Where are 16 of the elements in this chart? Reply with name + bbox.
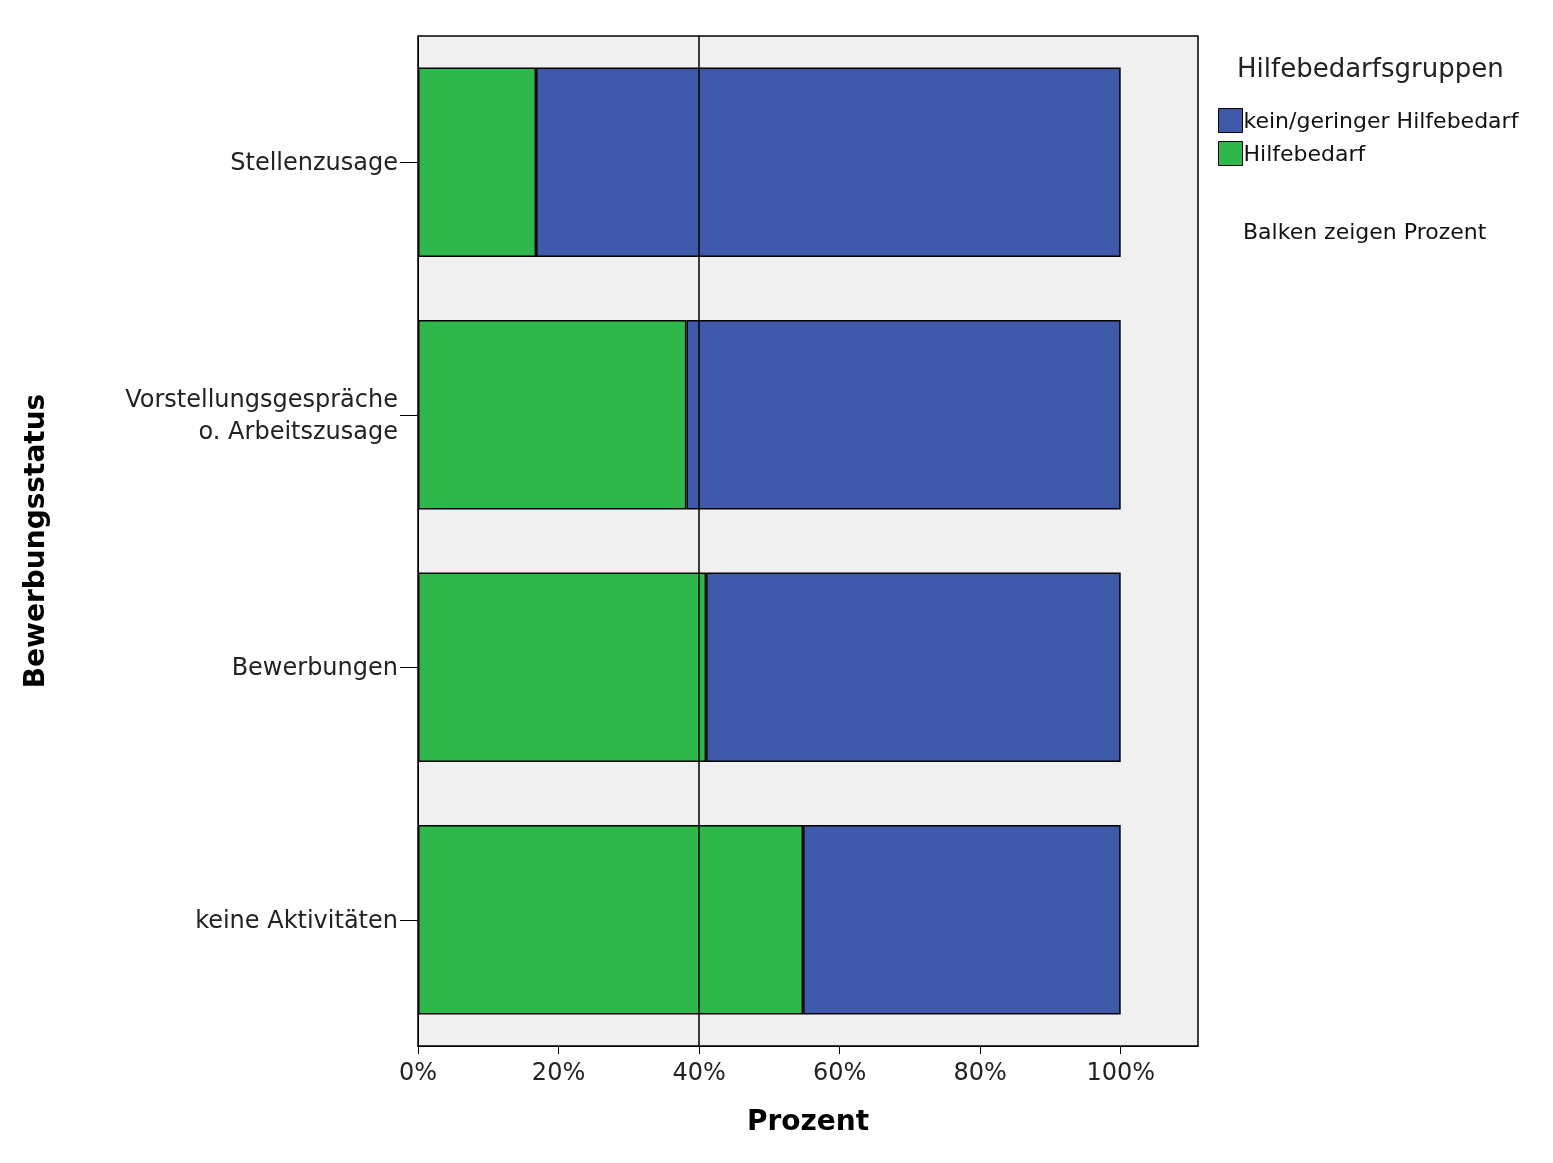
x-axis-title: Prozent <box>746 1103 870 1137</box>
legend-title: Hilfebedarfsgruppen <box>1237 53 1504 83</box>
x-tick-label: 100% <box>1086 1058 1156 1086</box>
x-tick-label: 60% <box>812 1058 867 1086</box>
legend-label: Hilfebedarf <box>1243 141 1367 166</box>
x-tick-label: 40% <box>672 1058 726 1086</box>
y-axis-title: Bewerbungsstatus <box>17 393 51 689</box>
y-tick-label: keine Aktivitäten <box>195 905 398 934</box>
y-tick-label: Stellenzusage <box>230 148 398 177</box>
x-tick-label: 0% <box>398 1058 438 1086</box>
text: Balken zeigen Prozent <box>1243 218 1487 244</box>
x-tick-label: 80% <box>953 1058 1007 1086</box>
y-tick-label: Bewerbungen <box>231 653 398 682</box>
legend-label: kein/geringer Hilfebedarf <box>1243 108 1520 133</box>
x-tick-label: 20% <box>531 1058 586 1086</box>
y-tick-label: Vorstellungsgespräche o. Arbeitszusage <box>125 384 398 445</box>
